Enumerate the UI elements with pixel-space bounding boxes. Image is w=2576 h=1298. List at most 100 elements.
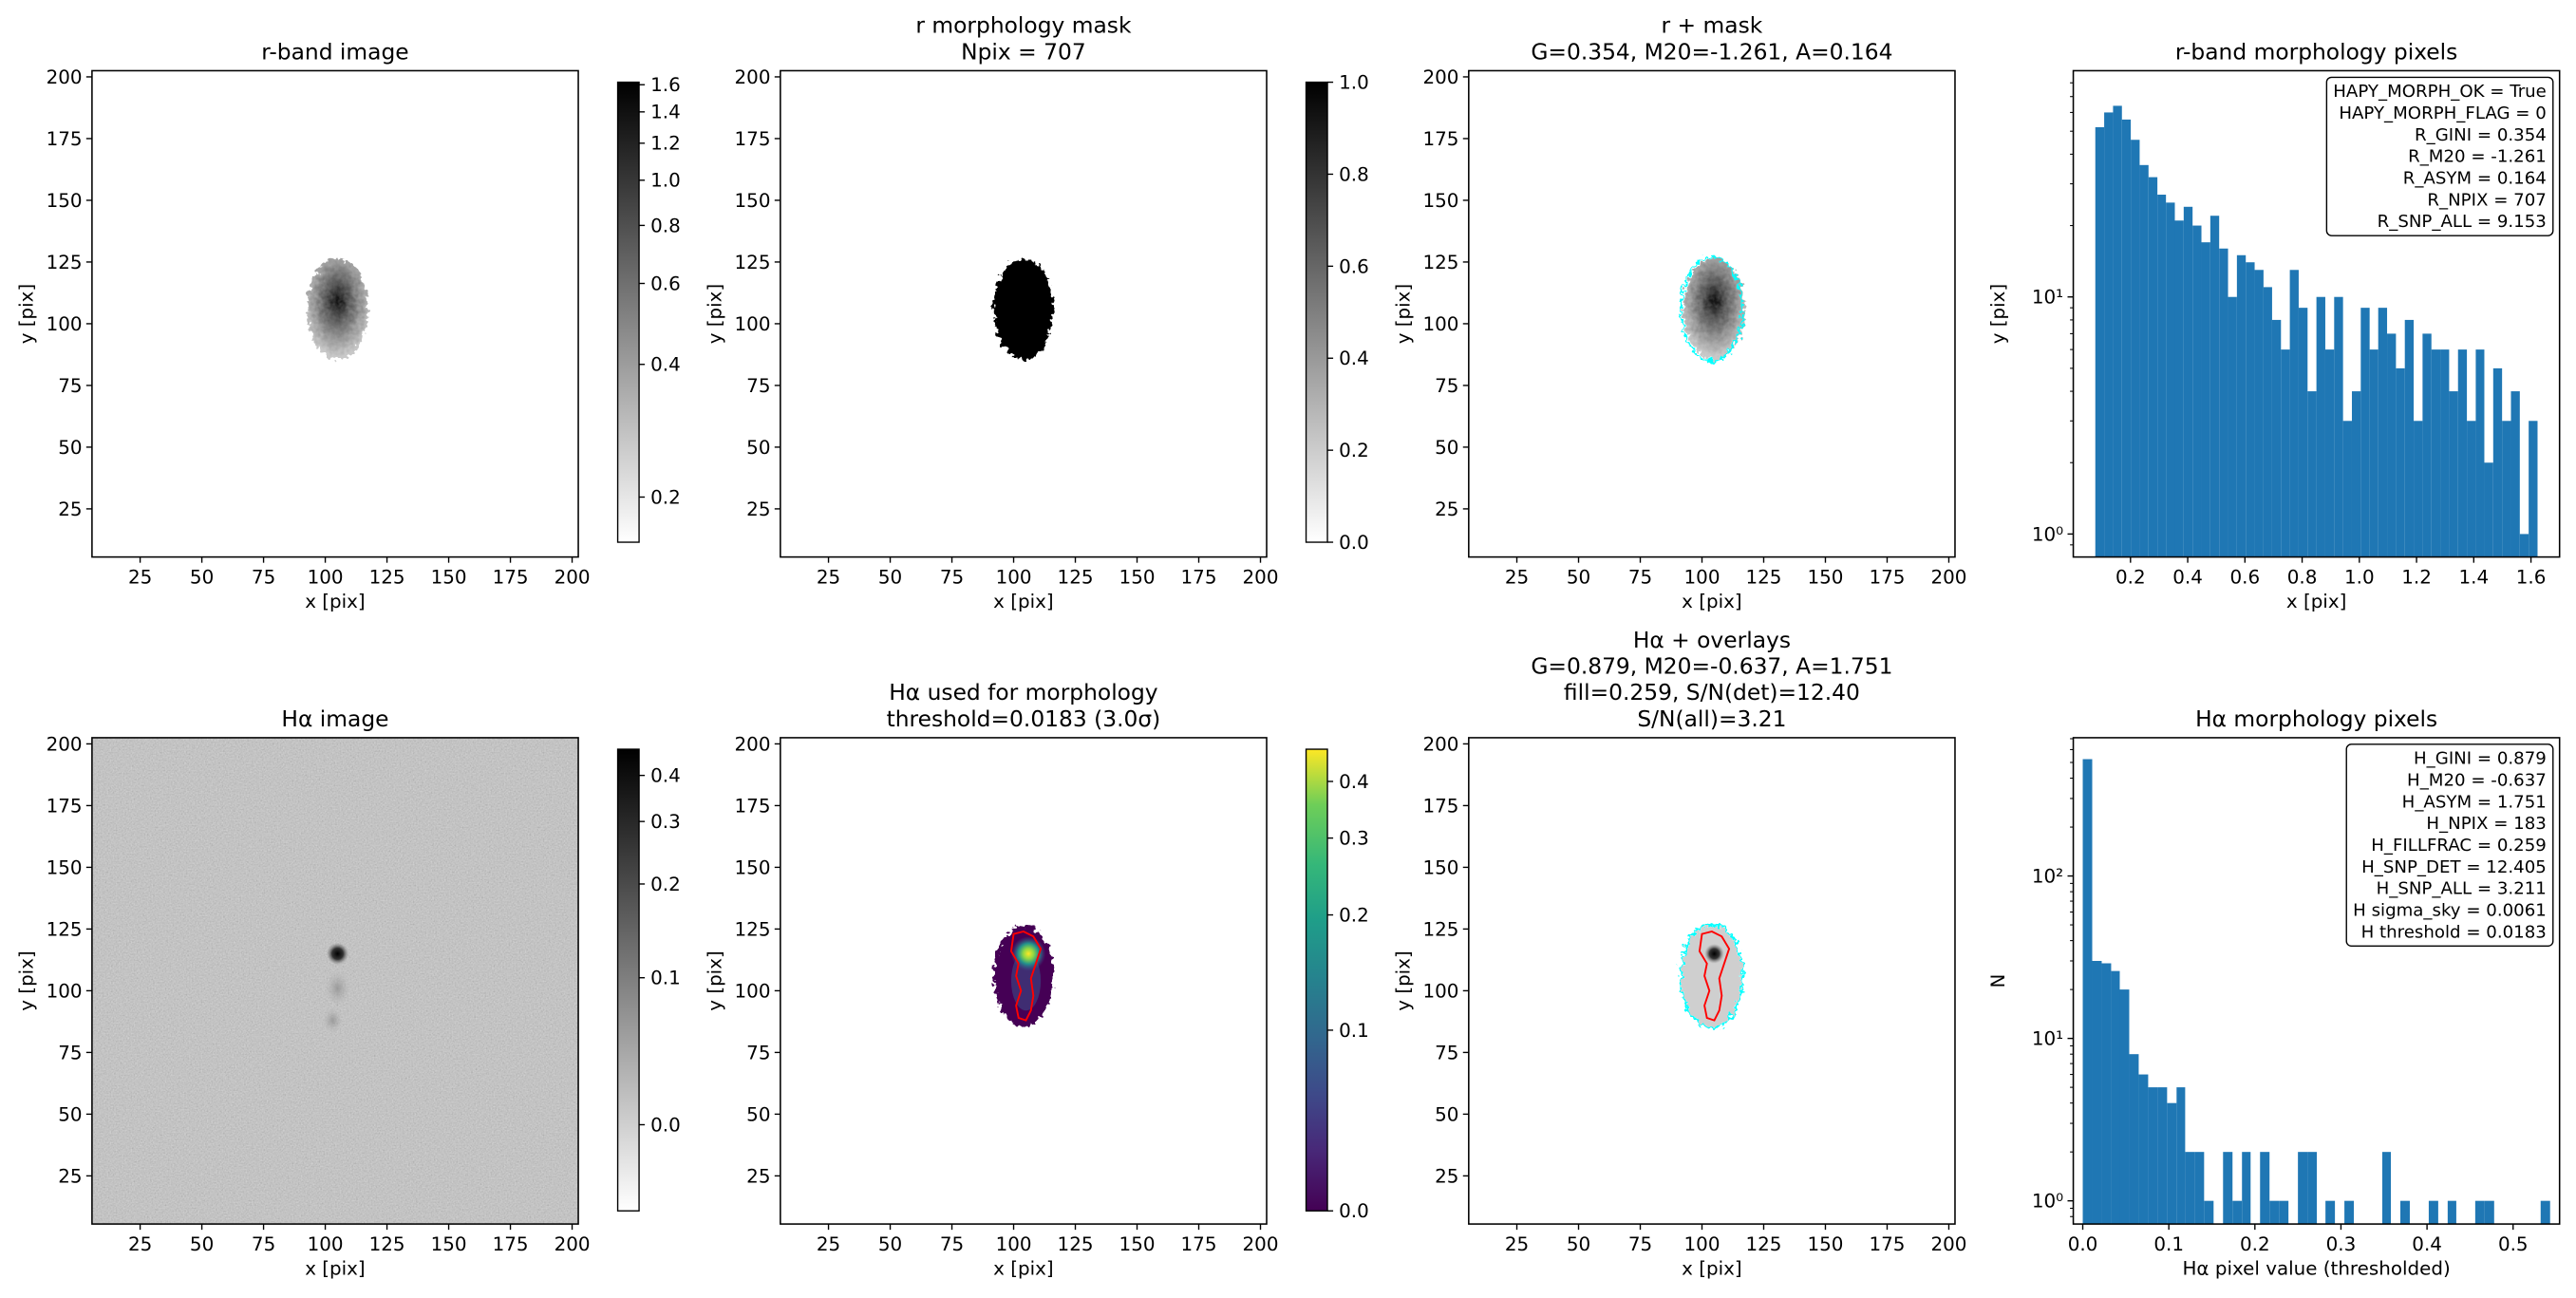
colorbar-tick-label: 0.6 bbox=[650, 273, 681, 294]
y-tick-label: 75 bbox=[58, 375, 82, 397]
y-tick-label: 75 bbox=[1435, 1042, 1458, 1063]
y-tick-label: 200 bbox=[1423, 66, 1459, 88]
y-tick-label: 50 bbox=[1435, 437, 1458, 459]
histogram-bar bbox=[2307, 1152, 2318, 1225]
colorbar-tick-label: 0.4 bbox=[1339, 348, 1369, 369]
plot-area bbox=[2082, 759, 2550, 1225]
x-tick-label: 25 bbox=[817, 566, 840, 588]
histogram-bar bbox=[2104, 112, 2114, 557]
colorbar-tick-label: 0.0 bbox=[1339, 532, 1369, 554]
x-tick-label: 50 bbox=[190, 566, 214, 588]
x-tick-label: 25 bbox=[128, 566, 152, 588]
histogram-bar bbox=[2129, 1054, 2139, 1225]
colorbar bbox=[616, 748, 640, 1212]
y-tick-label: 200 bbox=[47, 66, 83, 88]
histogram-bar bbox=[2246, 262, 2255, 557]
x-tick-label: 200 bbox=[1243, 1233, 1279, 1255]
axes-frame bbox=[91, 737, 579, 1225]
x-tick-label: 75 bbox=[252, 566, 275, 588]
y-axis-label: y [pix] bbox=[1393, 284, 1415, 344]
y-tick-label: 125 bbox=[47, 918, 83, 940]
histogram-bar bbox=[2269, 1200, 2280, 1225]
x-tick-label: 0.0 bbox=[2068, 1233, 2098, 1255]
histogram-bar bbox=[2201, 242, 2210, 557]
x-axis-label: x [pix] bbox=[1682, 1258, 1742, 1280]
x-tick-label: 175 bbox=[1870, 566, 1906, 588]
x-tick-label: 50 bbox=[878, 1233, 902, 1255]
colorbar-tick-label: 0.2 bbox=[1339, 440, 1369, 461]
histogram-bar bbox=[2475, 349, 2485, 557]
colorbar-tick-label: 0.1 bbox=[650, 968, 681, 989]
histogram-bar bbox=[2223, 1152, 2233, 1225]
x-tick-label: 150 bbox=[1119, 1233, 1156, 1255]
y-tick-label: 50 bbox=[58, 1103, 82, 1125]
y-tick-label: 50 bbox=[58, 437, 82, 459]
mask-contour bbox=[1680, 923, 1744, 1029]
colorbar-tick-label: 0.2 bbox=[650, 874, 681, 895]
histogram-bar bbox=[2139, 164, 2149, 557]
y-tick-label: 125 bbox=[1423, 252, 1459, 273]
x-tick-label: 125 bbox=[369, 566, 405, 588]
x-tick-label: 0.1 bbox=[2153, 1233, 2184, 1255]
y-tick-label: 150 bbox=[47, 190, 83, 212]
y-tick-label: 150 bbox=[1423, 856, 1459, 878]
y-tick-label: 125 bbox=[47, 252, 83, 273]
y-tick-label: 50 bbox=[746, 437, 770, 459]
y-tick-label: 10⁰ bbox=[2032, 1191, 2063, 1213]
y-tick-label: 25 bbox=[1435, 1165, 1458, 1187]
y-tick-label: 25 bbox=[746, 499, 770, 520]
annotation-line: HAPY_MORPH_OK = True bbox=[2333, 82, 2547, 102]
plot-area bbox=[91, 737, 579, 1225]
histogram-bar bbox=[2502, 421, 2511, 557]
histogram-bar bbox=[2519, 534, 2529, 557]
colorbar-tick-label: 0.0 bbox=[1339, 1200, 1369, 1222]
x-axis-label: x [pix] bbox=[305, 1258, 366, 1280]
panel-title: r morphology mask bbox=[915, 12, 1132, 39]
y-axis-label: y [pix] bbox=[705, 284, 726, 344]
x-tick-label: 1.4 bbox=[2459, 566, 2490, 588]
x-axis-label: x [pix] bbox=[305, 591, 366, 612]
y-tick-label: 200 bbox=[1423, 733, 1459, 755]
y-tick-label: 10² bbox=[2032, 865, 2063, 887]
histogram-bar bbox=[2457, 349, 2468, 557]
panel-title: Hα used for morphology bbox=[889, 679, 1158, 705]
histogram-bar bbox=[2183, 206, 2193, 557]
histogram-bar bbox=[2334, 296, 2343, 557]
annotation-line: H_M20 = -0.637 bbox=[2407, 770, 2547, 790]
axes-frame bbox=[2072, 737, 2561, 1225]
x-tick-label: 0.2 bbox=[2115, 566, 2146, 588]
annotation-line: H_SNP_ALL = 3.211 bbox=[2377, 879, 2547, 899]
colorbar-tick-label: 0.4 bbox=[650, 765, 681, 787]
panel-title: G=0.879, M20=-0.637, A=1.751 bbox=[1531, 652, 1892, 679]
contour bbox=[1009, 931, 1043, 1022]
y-tick-label: 100 bbox=[47, 313, 83, 335]
histogram-bar bbox=[2351, 391, 2361, 557]
histogram-bar bbox=[2131, 140, 2140, 557]
x-tick-label: 25 bbox=[128, 1233, 152, 1255]
y-axis-label: y [pix] bbox=[1393, 950, 1415, 1010]
annotation-line: H_SNP_DET = 12.405 bbox=[2361, 857, 2547, 877]
y-tick-label: 10⁰ bbox=[2032, 523, 2063, 545]
annotation-line: HAPY_MORPH_FLAG = 0 bbox=[2339, 103, 2546, 123]
y-tick-label: 175 bbox=[735, 795, 771, 817]
panel-title: fill=0.259, S/N(det)=12.40 bbox=[1564, 679, 1860, 705]
histogram-bar bbox=[2263, 287, 2272, 557]
histogram-bar bbox=[2148, 177, 2158, 557]
histogram-bar bbox=[2271, 319, 2282, 557]
y-tick-label: 175 bbox=[47, 795, 83, 817]
y-tick-label: 200 bbox=[735, 66, 771, 88]
x-tick-label: 125 bbox=[369, 1233, 405, 1255]
histogram-bar bbox=[2204, 1200, 2214, 1225]
annotation-line: R_GINI = 0.354 bbox=[2415, 125, 2547, 145]
bright-knot bbox=[1704, 944, 1724, 964]
x-tick-label: 200 bbox=[1931, 1233, 1967, 1255]
plot-area bbox=[993, 925, 1054, 1027]
y-tick-label: 10¹ bbox=[2032, 287, 2063, 309]
y-tick-label: 175 bbox=[1423, 795, 1459, 817]
y-tick-label: 100 bbox=[1423, 980, 1459, 1002]
panel-title: r-band image bbox=[261, 38, 408, 65]
